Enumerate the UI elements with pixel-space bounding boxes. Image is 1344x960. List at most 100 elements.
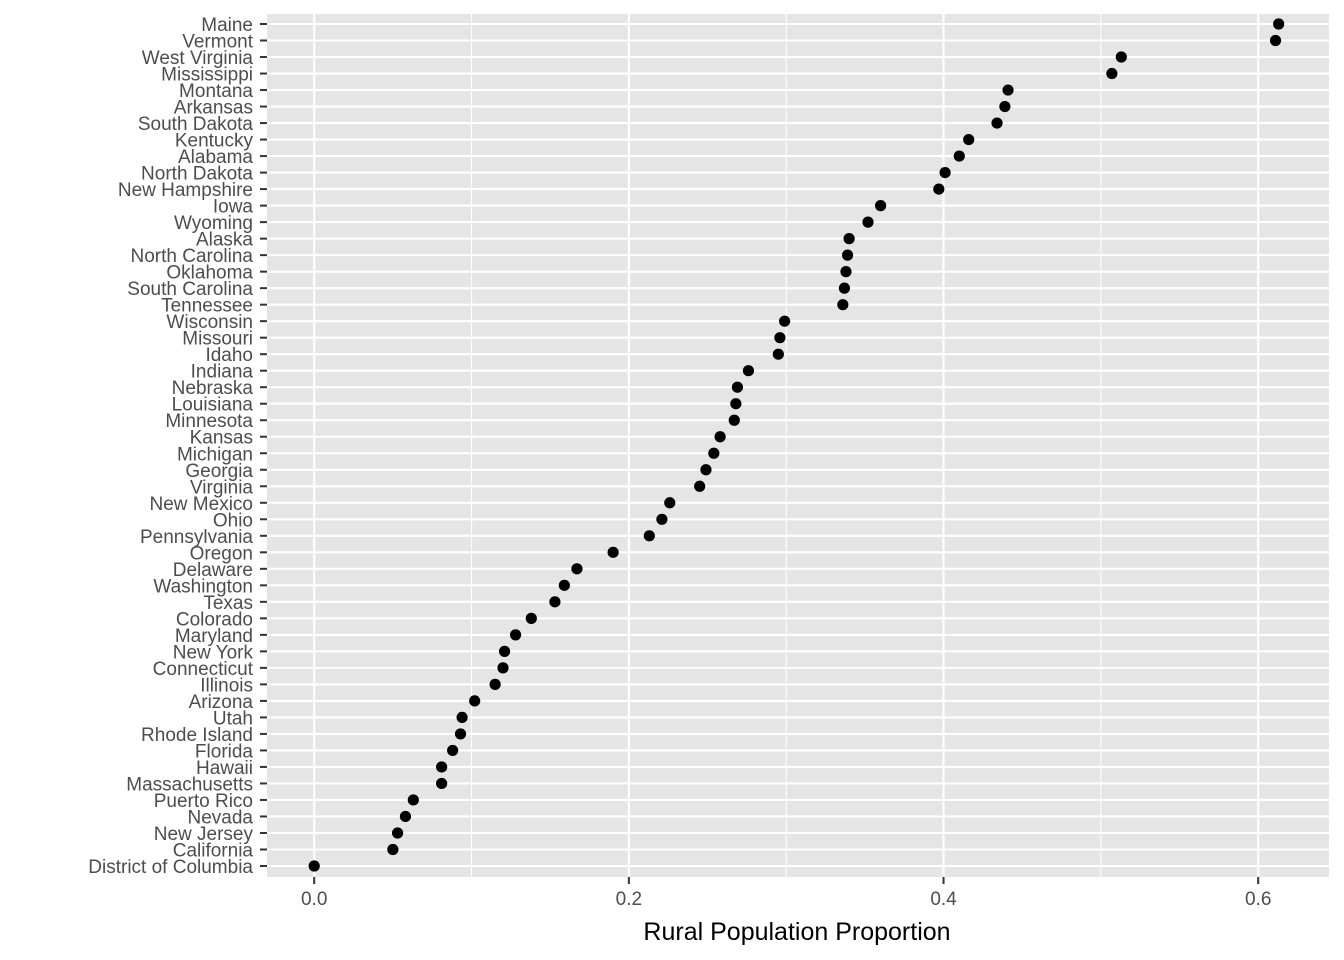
data-point xyxy=(308,860,320,872)
y-tick-label: Maryland xyxy=(175,626,253,647)
data-point xyxy=(525,612,537,624)
y-tick-label: Missouri xyxy=(182,329,253,350)
data-point xyxy=(999,100,1011,113)
data-point xyxy=(840,266,852,278)
data-point xyxy=(700,464,712,476)
y-tick-label: Mississippi xyxy=(161,65,253,86)
y-tick-label: North Dakota xyxy=(141,164,253,185)
y-tick-label: Arkansas xyxy=(174,98,253,119)
data-point xyxy=(558,579,570,591)
y-tick-label: District of Columbia xyxy=(88,857,253,878)
x-axis-title: Rural Population Proportion xyxy=(643,918,950,946)
y-tick-label: Hawaii xyxy=(196,758,253,779)
data-point xyxy=(571,563,583,575)
data-point xyxy=(1115,51,1127,63)
data-point xyxy=(1273,18,1285,30)
data-point xyxy=(436,777,448,790)
y-tick-label: California xyxy=(173,840,254,861)
y-tick-label: Michigan xyxy=(177,444,253,465)
data-point xyxy=(841,249,854,261)
data-point xyxy=(549,596,561,608)
y-tick-label: South Dakota xyxy=(138,114,254,135)
y-tick-label: Pennsylvania xyxy=(140,527,253,548)
data-point xyxy=(1002,84,1014,96)
data-point xyxy=(774,332,786,344)
data-point xyxy=(963,133,975,146)
y-tick-label: Montana xyxy=(179,81,253,102)
data-point xyxy=(933,183,945,195)
data-point xyxy=(469,695,481,707)
x-tick-label: 0.6 xyxy=(1245,889,1271,910)
data-point xyxy=(779,315,791,327)
data-point xyxy=(664,497,676,509)
y-tick-label: Delaware xyxy=(173,560,253,581)
y-tick-label: North Carolina xyxy=(131,246,254,267)
plot-panel xyxy=(267,14,1329,877)
y-tick-label: New Jersey xyxy=(154,824,254,845)
y-tick-label: Kansas xyxy=(190,428,253,449)
y-tick-label: Tennessee xyxy=(161,296,253,317)
data-point xyxy=(991,117,1003,129)
data-point xyxy=(607,546,619,558)
data-point xyxy=(772,348,784,360)
data-point xyxy=(875,200,887,212)
data-point xyxy=(728,414,740,426)
data-point xyxy=(387,843,399,856)
major-gridlines xyxy=(267,14,1329,877)
data-point xyxy=(694,480,706,492)
data-point xyxy=(1269,34,1282,47)
data-point xyxy=(1106,67,1118,80)
y-tick-label: Oklahoma xyxy=(166,263,253,284)
y-tick-label: Rhode Island xyxy=(141,725,253,746)
data-point xyxy=(730,398,742,410)
y-tick-label: Nebraska xyxy=(172,378,254,399)
x-tick-label: 0.0 xyxy=(301,889,327,910)
y-tick-label: Wisconsin xyxy=(166,312,253,333)
y-tick-label: Arizona xyxy=(189,692,254,713)
y-tick-label: Vermont xyxy=(182,32,253,53)
data-points xyxy=(308,18,1285,872)
y-tick-label: Alabama xyxy=(178,147,253,168)
y-tick-label: New York xyxy=(173,642,254,663)
y-tick-label: Texas xyxy=(203,593,253,614)
data-point xyxy=(862,216,874,228)
data-point xyxy=(436,761,448,773)
data-point xyxy=(447,744,459,757)
y-tick-label: Alaska xyxy=(196,230,253,251)
data-point xyxy=(391,827,404,839)
y-tick-label: South Carolina xyxy=(127,279,253,300)
data-point xyxy=(498,645,511,657)
x-tick-label: 0.2 xyxy=(616,889,642,910)
y-tick-label: Maine xyxy=(201,15,253,36)
data-point xyxy=(843,233,855,245)
y-tick-label: Washington xyxy=(153,576,253,597)
y-tick-label: Virginia xyxy=(190,477,253,498)
y-tick-label: Ohio xyxy=(213,510,253,531)
y-tick-label: Iowa xyxy=(213,197,254,218)
y-tick-label: Nevada xyxy=(188,807,254,828)
data-point xyxy=(407,794,419,806)
y-tick-label: Idaho xyxy=(205,345,253,366)
data-point xyxy=(714,431,726,443)
data-point xyxy=(953,150,965,162)
data-point xyxy=(656,513,668,525)
y-tick-label: New Hampshire xyxy=(118,180,253,201)
y-tick-label: Minnesota xyxy=(165,411,253,432)
y-tick-label: Kentucky xyxy=(175,131,254,152)
y-tick-label: Wyoming xyxy=(174,213,253,234)
data-point xyxy=(643,530,655,542)
data-point xyxy=(837,299,849,311)
y-tick-label: Oregon xyxy=(190,543,253,564)
data-point xyxy=(708,447,720,459)
data-point xyxy=(939,166,951,179)
y-tick-label: Indiana xyxy=(191,362,254,383)
y-tick-label: West Virginia xyxy=(142,48,254,69)
data-point xyxy=(489,678,501,690)
y-tick-label: New Mexico xyxy=(150,494,253,515)
data-point xyxy=(731,381,744,393)
x-tick-label: 0.4 xyxy=(930,889,957,910)
data-point xyxy=(399,810,412,823)
y-tick-label: Massachusetts xyxy=(126,774,253,795)
y-tick-label: Colorado xyxy=(176,609,253,630)
